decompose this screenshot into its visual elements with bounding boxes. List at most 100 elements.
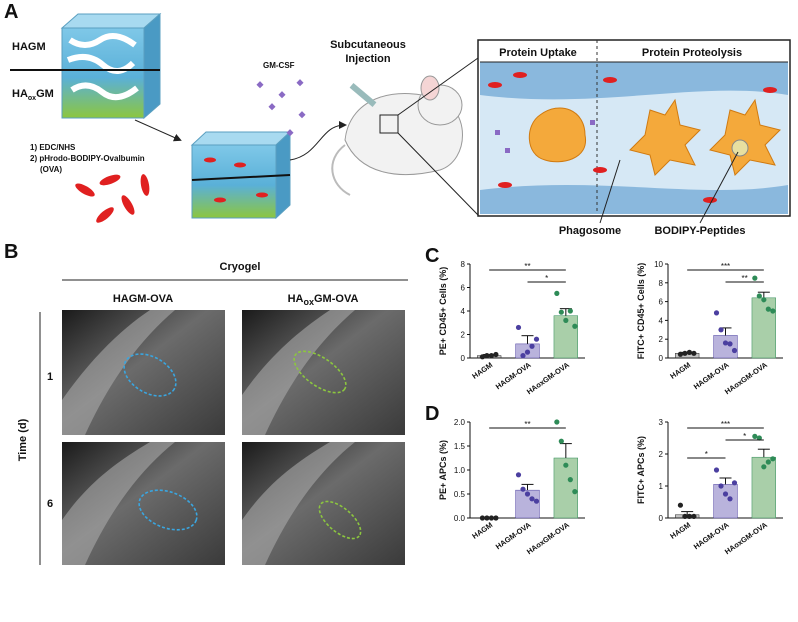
zoom-line [397, 132, 479, 216]
arrow [289, 121, 347, 161]
panel-letter: B [4, 241, 18, 263]
data-point [524, 491, 531, 497]
data-point [756, 435, 762, 441]
y-tick-label: 1 [659, 482, 664, 491]
label: Injection [345, 53, 391, 65]
ova [488, 72, 777, 203]
data-point [479, 354, 486, 360]
data-point [488, 515, 495, 521]
data-point [572, 323, 578, 329]
data-point [572, 489, 578, 495]
cube-top [190, 131, 292, 146]
data-point [761, 464, 767, 470]
data-point [713, 310, 720, 316]
data-point [691, 350, 697, 356]
y-tick-label: 10 [654, 260, 663, 269]
tissue-layer [480, 185, 788, 214]
image-layer [242, 442, 355, 565]
x-tick-label: HAoxGM-OVA [723, 520, 769, 556]
y-tick-label: 8 [461, 260, 466, 269]
significance-label: *** [721, 262, 730, 271]
panel-letter: A [4, 1, 18, 23]
bar [713, 484, 738, 519]
y-tick-label: 2.0 [454, 418, 466, 427]
label: GM-CSF [263, 61, 295, 70]
data-point [686, 349, 693, 355]
data-point [756, 293, 762, 299]
y-tick-label: 8 [659, 279, 664, 288]
arrow [134, 119, 182, 142]
label: HA [288, 293, 304, 305]
data-point [765, 459, 771, 465]
bar [751, 297, 776, 359]
data-point [563, 462, 569, 468]
y-tick-label: 6 [659, 298, 664, 307]
data-point [515, 472, 522, 478]
data-point [682, 350, 688, 356]
y-tick-label: 0 [659, 354, 664, 363]
data-point [563, 317, 569, 323]
label: GM [36, 88, 54, 100]
significance-label: ** [742, 274, 748, 283]
data-point [567, 477, 573, 483]
data-point [713, 467, 720, 473]
significance-label: * [743, 432, 746, 441]
ultrasound [62, 310, 405, 565]
divider [191, 174, 291, 181]
data-point [691, 513, 697, 520]
data-point [558, 309, 564, 315]
label: HAoxGM [12, 88, 54, 102]
peptides [731, 139, 749, 157]
data-point [529, 343, 535, 349]
bar [713, 335, 738, 359]
x-tick-label: HAGM [470, 520, 494, 541]
step: 2) pHrodo-BODIPY-Ovalbumin [30, 154, 145, 163]
data-point [761, 297, 767, 303]
y-tick-label: 1.5 [454, 442, 466, 451]
panel-letter: C [425, 245, 439, 267]
image-layer [62, 310, 175, 435]
y-tick-label: 0.0 [454, 514, 466, 523]
data-point [567, 308, 573, 314]
gm-csf [495, 120, 595, 153]
cube-side [143, 12, 161, 120]
cell [629, 98, 701, 176]
label: HAGM [12, 41, 46, 53]
data-point [493, 515, 499, 521]
y-tick-label: 2 [461, 331, 466, 340]
implant-outline [318, 500, 362, 540]
significance-label: ** [524, 262, 530, 271]
image-layer [242, 310, 355, 435]
ova [204, 157, 268, 203]
data-point [722, 340, 729, 346]
data-point [727, 496, 733, 502]
label: Protein Proteolysis [642, 47, 742, 59]
data-point [529, 496, 535, 502]
data-point [677, 502, 684, 508]
pointer [699, 151, 739, 224]
x-tick-label: HAGM [668, 520, 692, 541]
axis-title: Time (d) [17, 418, 29, 461]
gm-csf [256, 79, 306, 137]
panel-letter: D [425, 403, 439, 425]
y-axis-title: FITC+ CD45+ Cells (%) [636, 263, 646, 360]
y-tick-label: 1.0 [454, 466, 466, 475]
significance-label: * [705, 450, 708, 459]
label: HA [12, 88, 28, 100]
data-point [520, 353, 526, 359]
data-point [752, 433, 758, 439]
data-point [765, 306, 771, 312]
imaging: Cryogel HAGM-OVA HAoxGM-OVA Time (d) 1 6 [17, 261, 408, 565]
image-layer [62, 442, 175, 565]
cube-top [60, 13, 162, 29]
row-label: 1 [47, 371, 53, 383]
cube [191, 144, 277, 219]
label: Phagosome [559, 225, 621, 237]
label: Protein Uptake [499, 47, 577, 59]
group-title: Cryogel [220, 261, 261, 273]
step: 1) EDC/NHS [30, 143, 76, 152]
significance-label: ** [524, 420, 530, 429]
data-point [686, 513, 693, 520]
data-point [484, 515, 490, 521]
